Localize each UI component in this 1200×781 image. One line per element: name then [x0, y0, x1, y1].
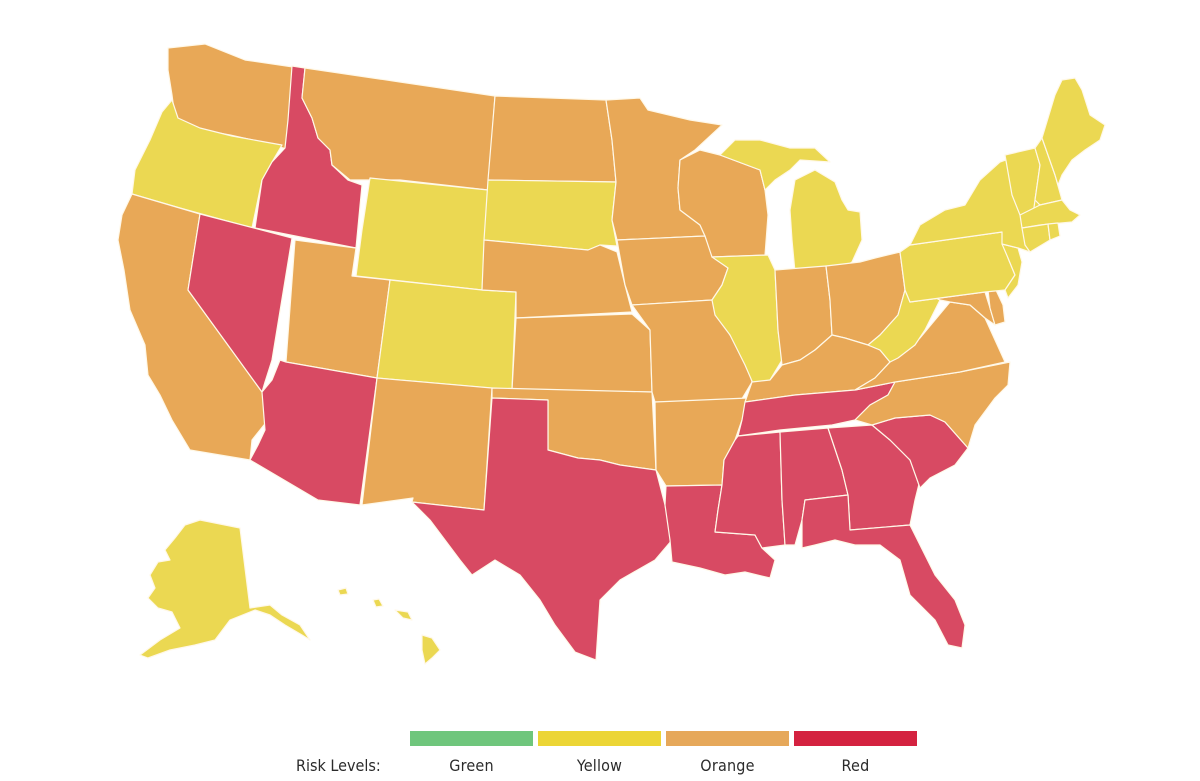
state-ri[interactable] [1047, 222, 1061, 241]
legend-label-yellow: Yellow [576, 756, 623, 775]
state-nd[interactable] [487, 95, 617, 183]
legend-label-red: Red [841, 756, 870, 775]
legend-swatch-yellow[interactable] [538, 731, 661, 746]
state-az[interactable] [249, 359, 378, 506]
state-co[interactable] [376, 279, 517, 391]
state-sd[interactable] [483, 179, 618, 251]
state-wy[interactable] [355, 177, 489, 291]
state-ak[interactable] [139, 519, 311, 659]
state-mi-upper[interactable] [719, 139, 831, 191]
state-ks[interactable] [511, 313, 653, 393]
state-hi-maui[interactable] [394, 609, 413, 621]
us-risk-map [117, 43, 1106, 665]
state-nj[interactable] [1001, 243, 1023, 299]
state-mi-lower[interactable] [789, 169, 863, 273]
state-wv[interactable] [867, 289, 941, 363]
state-fl[interactable] [801, 494, 966, 649]
state-ne[interactable] [481, 239, 633, 319]
state-tx[interactable] [411, 397, 673, 661]
state-hi-oahu[interactable] [372, 598, 384, 608]
legend-label-orange: Orange [700, 756, 755, 775]
legend-title: Risk Levels: [296, 756, 381, 775]
legend-swatch-orange[interactable] [666, 731, 789, 746]
legend-label-green: Green [449, 756, 494, 775]
state-hi-kauai[interactable] [337, 587, 349, 596]
legend-swatch-green[interactable] [410, 731, 533, 746]
legend-swatch-red[interactable] [794, 731, 917, 746]
state-hi-big[interactable] [421, 634, 441, 665]
state-nm[interactable] [361, 377, 493, 511]
state-me[interactable] [1041, 77, 1106, 186]
state-nc[interactable] [854, 361, 1011, 449]
